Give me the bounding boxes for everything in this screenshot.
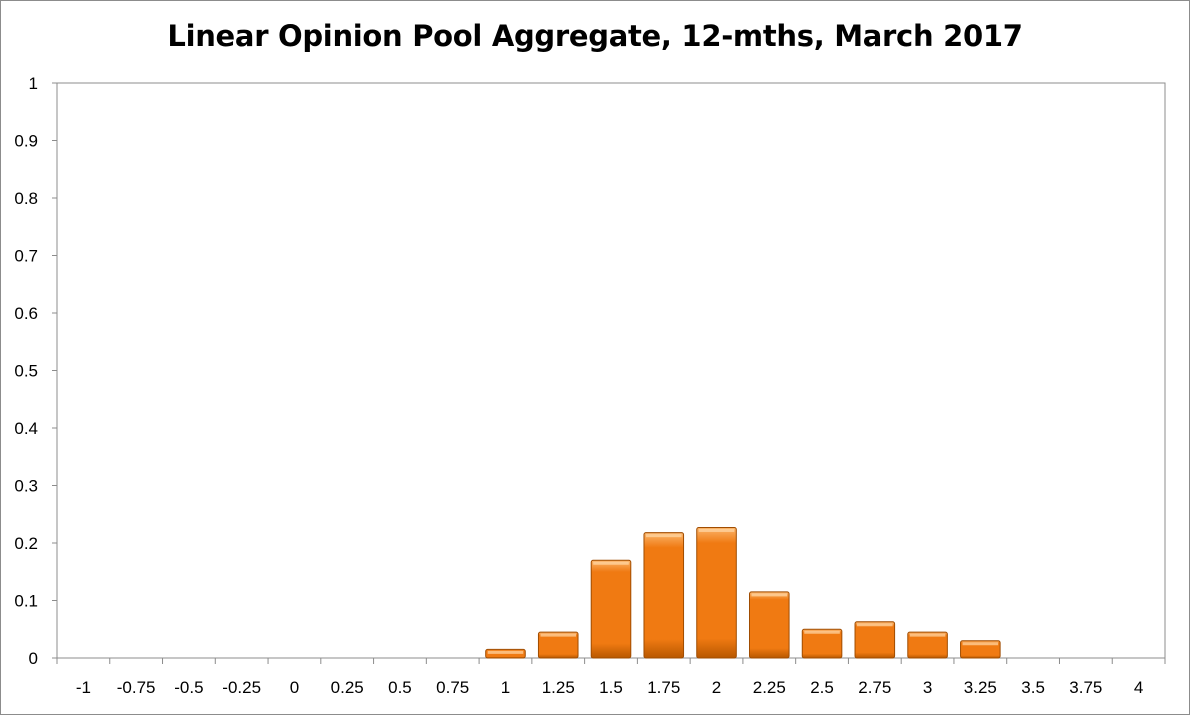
x-tick-label: 4 [1134,678,1143,697]
x-tick-label: 1.75 [647,678,680,697]
y-tick-label: 0.9 [14,132,38,151]
y-tick-label: 0.1 [14,592,38,611]
x-tick-label: 1.25 [542,678,575,697]
bar-highlight [962,642,999,646]
y-tick-label: 0 [29,649,38,668]
bar-series [485,526,1001,659]
x-tick-label: 0 [290,678,299,697]
x-tick-label: 3.5 [1021,678,1045,697]
x-tick-label: -0.75 [117,678,156,697]
x-axis: -1 -0.75 -0.5 -0.25 0 0.25 0.5 0.75 1 1.25 1.5 1.75… [56,658,1166,697]
y-tick-label: 0.5 [14,362,38,381]
x-tick-label: 0.5 [388,678,412,697]
bar-2.75 [854,621,896,659]
bar-3 [907,631,948,659]
x-tick-label: 2.25 [753,678,786,697]
chart-title: Linear Opinion Pool Aggregate, 12-mths, … [167,19,1023,53]
bar-highlight [645,534,682,538]
x-tick-label: -1 [76,678,91,697]
bar-highlight [857,623,893,627]
x-tick-label: 0.75 [436,678,469,697]
bar-2.5 [801,628,843,659]
x-tick-label: 3 [923,678,932,697]
y-axis: 0 0.1 0.2 0.3 0.4 0.5 0.6 0.7 0.8 0.9 1 [14,74,57,668]
bar-1.75 [643,532,685,659]
y-tick-label: 0.2 [14,534,38,553]
x-tick-label: 2 [712,678,721,697]
bar-2 [696,526,737,659]
y-tick-label: 0.8 [14,189,38,208]
bar-highlight [698,528,735,532]
bar-highlight [593,561,629,565]
y-tick-label: 0.4 [14,419,38,438]
y-tick-label: 1 [29,74,38,93]
bar-highlight [751,593,788,597]
bar-2.25 [749,591,790,659]
x-tick-label: 2.75 [858,678,891,697]
y-tick-label: 0.3 [14,477,38,496]
bar-highlight [487,650,524,654]
x-tick-label: 3.75 [1069,678,1102,697]
bar-highlight [909,633,946,637]
x-tick-label: 1.5 [599,678,623,697]
x-tick-label: 0.25 [331,678,364,697]
x-tick-label: -0.5 [174,678,203,697]
y-tick-label: 0.7 [14,247,38,266]
bar-highlight [540,633,577,637]
x-tick-label: 1 [501,678,510,697]
x-tick-label: 2.5 [810,678,834,697]
y-tick-label: 0.6 [14,304,38,323]
bar-1.25 [537,631,579,659]
bar-highlight [804,630,840,634]
x-tick-label: -0.25 [222,678,261,697]
x-tick-label: 3.25 [964,678,997,697]
bar-1.5 [590,559,632,659]
